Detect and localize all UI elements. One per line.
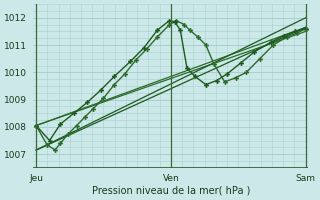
X-axis label: Pression niveau de la mer( hPa ): Pression niveau de la mer( hPa ) — [92, 186, 250, 196]
